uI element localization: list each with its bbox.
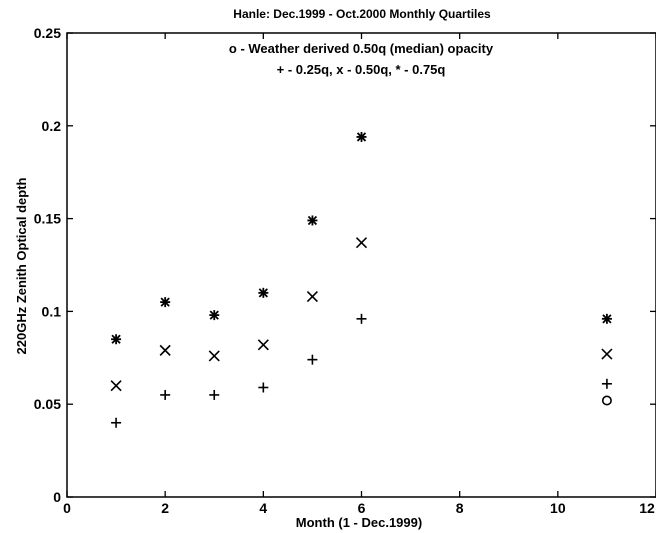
plot-frame bbox=[66, 32, 656, 498]
data-markers bbox=[110, 131, 613, 428]
point-plus-1 bbox=[160, 389, 171, 400]
x-tick-label-0: 0 bbox=[63, 500, 71, 516]
point-x-0 bbox=[110, 380, 122, 392]
y-tick-label-4: 0.2 bbox=[42, 118, 62, 134]
point-star-2 bbox=[209, 310, 220, 321]
point-plus-6 bbox=[601, 378, 612, 389]
plot-area bbox=[66, 32, 656, 498]
chart-title: Hanle: Dec.1999 - Oct.2000 Monthly Quart… bbox=[233, 7, 491, 21]
point-x-5 bbox=[355, 237, 368, 249]
point-star-5 bbox=[356, 131, 367, 142]
point-x-4 bbox=[306, 290, 318, 303]
point-x-6 bbox=[601, 348, 613, 360]
point-plus-5 bbox=[356, 313, 367, 324]
point-star-0 bbox=[111, 334, 122, 345]
point-x-3 bbox=[257, 339, 269, 351]
point-x-2 bbox=[208, 350, 220, 362]
x-tick-label-5: 10 bbox=[550, 500, 566, 516]
point-plus-2 bbox=[209, 389, 220, 400]
y-tick-label-5: 0.25 bbox=[34, 25, 61, 41]
annotation-line-1: o - Weather derived 0.50q (median) opaci… bbox=[229, 41, 494, 56]
y-tick-label-0: 0 bbox=[53, 489, 61, 505]
axis-ticks: 0 2 4 6 8 10 12 0 0.05 0.1 0.15 0.2 0.25 bbox=[34, 25, 656, 516]
x-tick-label-1: 2 bbox=[161, 500, 169, 516]
y-tick-label-2: 0.1 bbox=[42, 303, 62, 319]
point-star-3 bbox=[258, 287, 269, 298]
point-circle-0 bbox=[601, 395, 612, 406]
x-tick-label-2: 4 bbox=[259, 500, 267, 516]
point-star-1 bbox=[160, 297, 171, 308]
x-tick-label-4: 8 bbox=[456, 500, 464, 516]
point-star-4 bbox=[307, 215, 318, 226]
point-x-1 bbox=[159, 344, 171, 356]
point-plus-0 bbox=[111, 417, 122, 428]
point-star-6 bbox=[601, 313, 612, 324]
x-tick-label-3: 6 bbox=[358, 500, 366, 516]
y-axis-label: 220GHz Zenith Optical depth bbox=[14, 177, 29, 354]
y-tick-label-1: 0.05 bbox=[34, 396, 61, 412]
x-tick-label-6: 12 bbox=[639, 500, 655, 516]
point-plus-4 bbox=[307, 354, 318, 365]
point-plus-3 bbox=[258, 382, 269, 393]
legend-annotations: o - Weather derived 0.50q (median) opaci… bbox=[229, 41, 494, 77]
x-axis-label: Month (1 - Dec.1999) bbox=[296, 515, 422, 530]
y-tick-label-3: 0.15 bbox=[34, 211, 61, 227]
annotation-line-2: + - 0.25q, x - 0.50q, * - 0.75q bbox=[277, 62, 446, 77]
